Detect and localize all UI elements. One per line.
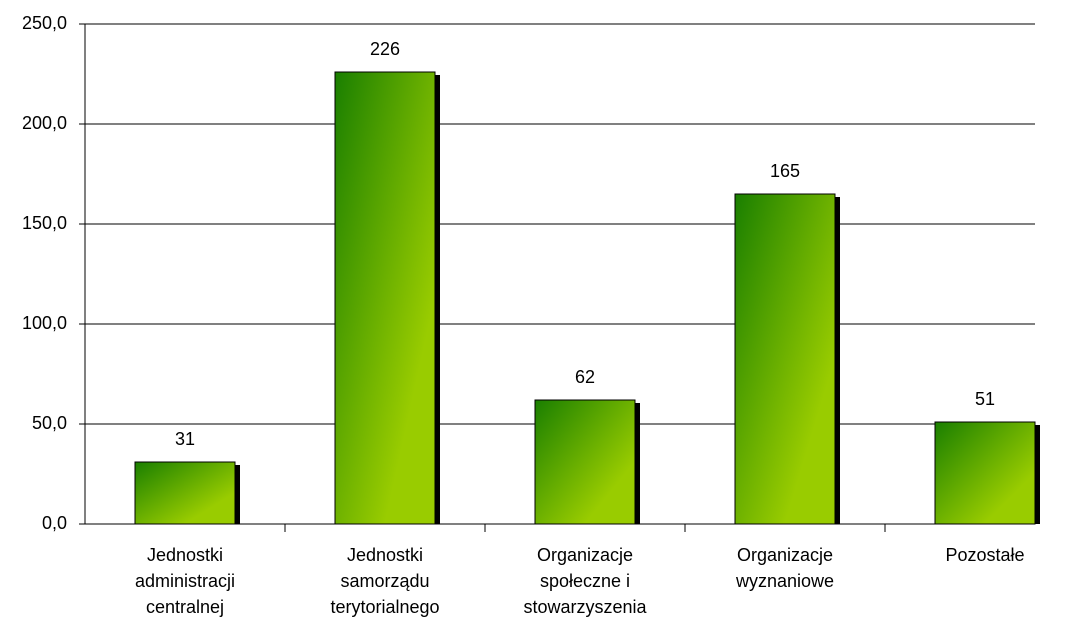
x-tick-label: Jednostki administracji centralnej — [135, 545, 235, 617]
x-tick-label: Pozostałe — [945, 545, 1024, 565]
x-tick-label: Organizacje wyznaniowe — [735, 545, 834, 591]
x-tick-label: Organizacje społeczne i stowarzyszenia — [523, 545, 647, 617]
y-tick-label: 200,0 — [22, 113, 67, 133]
bar — [334, 71, 436, 525]
bar — [934, 421, 1036, 525]
y-tick-label: 0,0 — [42, 513, 67, 533]
value-label: 165 — [770, 161, 800, 181]
x-tick-label: Jednostki samorządu terytorialnego — [330, 545, 439, 617]
value-label: 51 — [975, 389, 995, 409]
value-label: 31 — [175, 429, 195, 449]
y-tick-label: 50,0 — [32, 413, 67, 433]
y-tick-label: 250,0 — [22, 13, 67, 33]
bar — [134, 461, 236, 525]
y-tick-label: 150,0 — [22, 213, 67, 233]
value-label: 226 — [370, 39, 400, 59]
value-label: 62 — [575, 367, 595, 387]
bar — [534, 399, 636, 525]
bar — [734, 193, 836, 525]
y-tick-label: 100,0 — [22, 313, 67, 333]
